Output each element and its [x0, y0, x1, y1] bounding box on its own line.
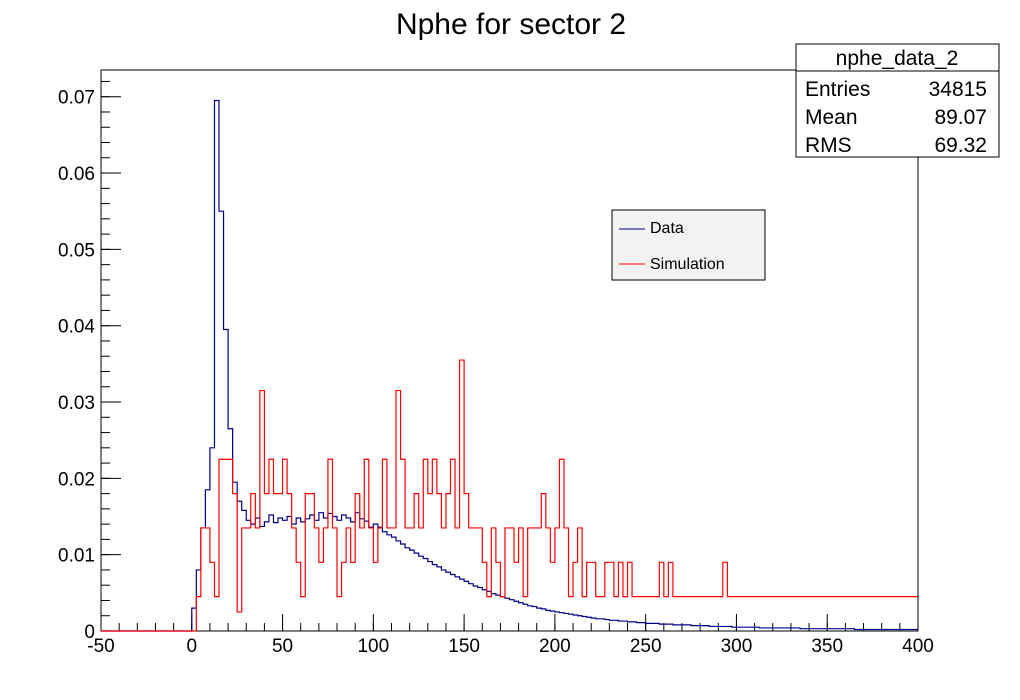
y-tick-label: 0.02 [58, 469, 95, 490]
legend-frame [611, 209, 766, 281]
y-tick-label: 0 [84, 622, 95, 643]
y-tick-label: 0.03 [58, 393, 95, 414]
stats-box: nphe_data_2 Entries 34815 Mean 89.07 RMS… [795, 43, 1000, 158]
x-tick-label: 100 [357, 636, 389, 657]
y-tick-label: 0.07 [58, 88, 95, 109]
stats-value-rms: 69.32 [934, 134, 987, 157]
legend-label-data: Data [650, 220, 684, 237]
x-tick-label: -50 [87, 636, 114, 657]
series-layer [101, 99, 918, 632]
x-tick-label: 250 [630, 636, 662, 657]
y-tick-label: 0.04 [58, 317, 95, 338]
stats-value-entries: 34815 [929, 78, 987, 101]
x-tick-label: 0 [186, 636, 197, 657]
stats-label-mean: Mean [805, 106, 858, 129]
x-tick-label: 350 [811, 636, 843, 657]
x-tick-label: 150 [448, 636, 480, 657]
y-tick-label: 0.05 [58, 240, 95, 261]
x-tick-label: 400 [902, 636, 934, 657]
x-tick-label: 300 [721, 636, 753, 657]
stats-box-frame [795, 43, 1000, 158]
x-axis: -50 0 50 100 150 200 250 300 350 400 [87, 614, 934, 657]
legend: Data Simulation [611, 209, 766, 281]
stats-box-name: nphe_data_2 [836, 47, 959, 70]
chart-title: Nphe for sector 2 [396, 8, 626, 41]
y-tick-label: 0.06 [58, 164, 95, 185]
x-tick-label: 50 [272, 636, 293, 657]
x-tick-label: 200 [539, 636, 571, 657]
y-tick-label: 0.01 [58, 546, 95, 567]
plot-frame [100, 69, 919, 632]
legend-label-simulation: Simulation [650, 256, 725, 273]
series-simulation-line [101, 359, 918, 632]
stats-label-rms: RMS [805, 134, 852, 157]
y-axis: 0 0.01 0.02 0.03 0.04 0.05 0.06 0.07 [58, 80, 121, 643]
series-data-line [101, 99, 918, 632]
stats-label-entries: Entries [805, 78, 870, 101]
stats-value-mean: 89.07 [934, 106, 987, 129]
